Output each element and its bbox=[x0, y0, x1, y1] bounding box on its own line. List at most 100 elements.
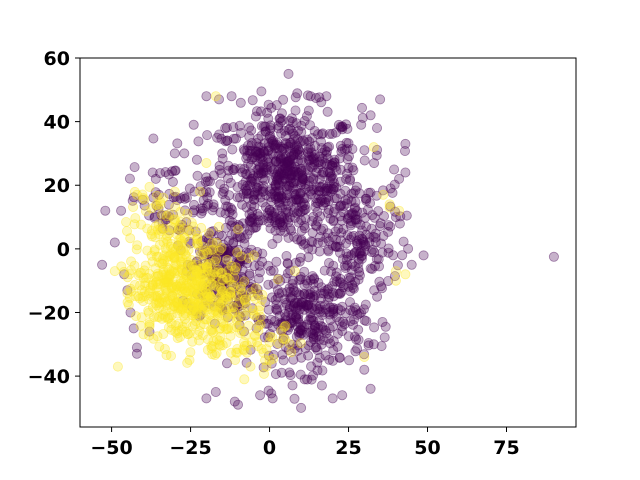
series-1-point-1204 bbox=[283, 344, 294, 355]
series-1-point-1217 bbox=[352, 309, 363, 320]
series-1-point-1256 bbox=[341, 198, 352, 209]
series-1-point-1324 bbox=[392, 260, 403, 271]
series-1-point-1081 bbox=[303, 300, 314, 311]
series-1-point-708 bbox=[221, 289, 232, 300]
series-1-point-177 bbox=[314, 246, 325, 257]
series-2-point-156 bbox=[225, 288, 236, 299]
series-1-point-99 bbox=[295, 136, 306, 147]
series-1-point-302 bbox=[219, 183, 230, 194]
series-1-point-1515 bbox=[153, 189, 164, 200]
series-2-point-185 bbox=[192, 265, 203, 276]
series-1-point-794 bbox=[197, 301, 208, 312]
series-1-point-1215 bbox=[302, 319, 313, 330]
series-2-point-169 bbox=[152, 268, 163, 279]
series-1-point-996 bbox=[312, 365, 323, 376]
series-1-point-172 bbox=[258, 165, 269, 176]
series-1-point-226 bbox=[286, 150, 297, 161]
series-1-point-877 bbox=[214, 244, 225, 255]
series-1-point-200 bbox=[278, 94, 289, 105]
series-1-point-1190 bbox=[337, 321, 348, 332]
series-1-point-224 bbox=[280, 173, 291, 184]
series-1-point-760 bbox=[242, 229, 253, 240]
series-1-point-991 bbox=[296, 299, 307, 310]
series-1-point-1315 bbox=[321, 232, 332, 243]
series-1-point-388 bbox=[279, 157, 290, 168]
series-1-point-710 bbox=[216, 290, 227, 301]
series-1-point-584 bbox=[266, 183, 277, 194]
series-1-point-548 bbox=[313, 189, 324, 200]
y-tick-label: −40 bbox=[28, 366, 70, 388]
series-1-point-1457 bbox=[151, 200, 162, 211]
series-1-point-583 bbox=[335, 164, 346, 175]
series-1-point-1212 bbox=[282, 287, 293, 298]
series-1-point-1068 bbox=[221, 358, 232, 369]
series-1-point-642 bbox=[299, 193, 310, 204]
series-1-point-874 bbox=[206, 226, 217, 237]
series-1-point-504 bbox=[254, 147, 265, 158]
series-2-point-102 bbox=[197, 281, 208, 292]
series-1-point-23 bbox=[296, 177, 307, 188]
series-1-point-754 bbox=[219, 243, 230, 254]
series-1-point-1380 bbox=[354, 308, 365, 319]
series-1-point-975 bbox=[285, 318, 296, 329]
series-2-point-163 bbox=[134, 293, 145, 304]
series-1-point-256 bbox=[296, 187, 307, 198]
series-1-point-832 bbox=[220, 246, 231, 257]
series-1-point-87 bbox=[290, 147, 301, 158]
series-2-point-621 bbox=[144, 181, 155, 192]
series-2-point-182 bbox=[184, 266, 195, 277]
series-1-point-613 bbox=[346, 188, 357, 199]
series-1-point-1041 bbox=[284, 283, 295, 294]
series-1-point-1140 bbox=[339, 319, 350, 330]
series-1-point-1352 bbox=[319, 265, 330, 276]
series-1-point-1139 bbox=[319, 286, 330, 297]
series-1-point-547 bbox=[260, 121, 271, 132]
series-1-point-454 bbox=[220, 208, 231, 219]
series-1-point-1192 bbox=[298, 297, 309, 308]
series-1-point-1513 bbox=[365, 110, 376, 121]
series-1-point-501 bbox=[229, 245, 240, 256]
series-1-point-1105 bbox=[310, 342, 321, 353]
series-2-point-577 bbox=[268, 353, 279, 364]
series-1-point-1296 bbox=[327, 281, 338, 292]
series-1-point-589 bbox=[291, 140, 302, 151]
series-1-point-343 bbox=[306, 189, 317, 200]
series-1-point-545 bbox=[248, 213, 259, 224]
series-1-point-1227 bbox=[327, 287, 338, 298]
series-1-point-391 bbox=[313, 163, 324, 174]
series-1-point-146 bbox=[324, 167, 335, 178]
series-1-point-1396 bbox=[334, 201, 345, 212]
series-1-point-1181 bbox=[309, 285, 320, 296]
series-1-point-1102 bbox=[292, 345, 303, 356]
series-1-point-1340 bbox=[323, 246, 334, 257]
series-1-point-230 bbox=[272, 205, 283, 216]
series-1-point-1221 bbox=[369, 322, 380, 333]
x-tick-label: −50 bbox=[90, 437, 132, 459]
series-1-point-253 bbox=[265, 223, 276, 234]
series-1-point-1261 bbox=[378, 185, 389, 196]
series-1-point-739 bbox=[223, 247, 234, 258]
series-1-point-597 bbox=[201, 186, 212, 197]
series-1-point-374 bbox=[286, 225, 297, 236]
series-1-point-1295 bbox=[366, 223, 377, 234]
series-1-point-706 bbox=[196, 236, 207, 247]
series-1-point-97 bbox=[266, 213, 277, 224]
series-2-point-20 bbox=[257, 289, 268, 300]
series-1-point-309 bbox=[300, 238, 311, 249]
series-1-point-255 bbox=[273, 120, 284, 131]
series-1-point-574 bbox=[279, 125, 290, 136]
series-2-point-580 bbox=[249, 310, 260, 321]
series-1-point-1168 bbox=[275, 325, 286, 336]
series-2-point-544 bbox=[170, 320, 181, 331]
series-1-point-1344 bbox=[330, 226, 341, 237]
series-1-point-895 bbox=[203, 262, 214, 273]
series-2-point-655 bbox=[394, 205, 405, 216]
series-1-point-16 bbox=[268, 164, 279, 175]
series-1-point-829 bbox=[237, 273, 248, 284]
series-2-point-137 bbox=[154, 239, 165, 250]
series-1-point-358 bbox=[292, 169, 303, 180]
series-1-point-970 bbox=[282, 258, 293, 269]
series-1-point-1321 bbox=[418, 250, 429, 261]
series-1-point-1235 bbox=[285, 286, 296, 297]
series-1-point-577 bbox=[267, 210, 278, 221]
